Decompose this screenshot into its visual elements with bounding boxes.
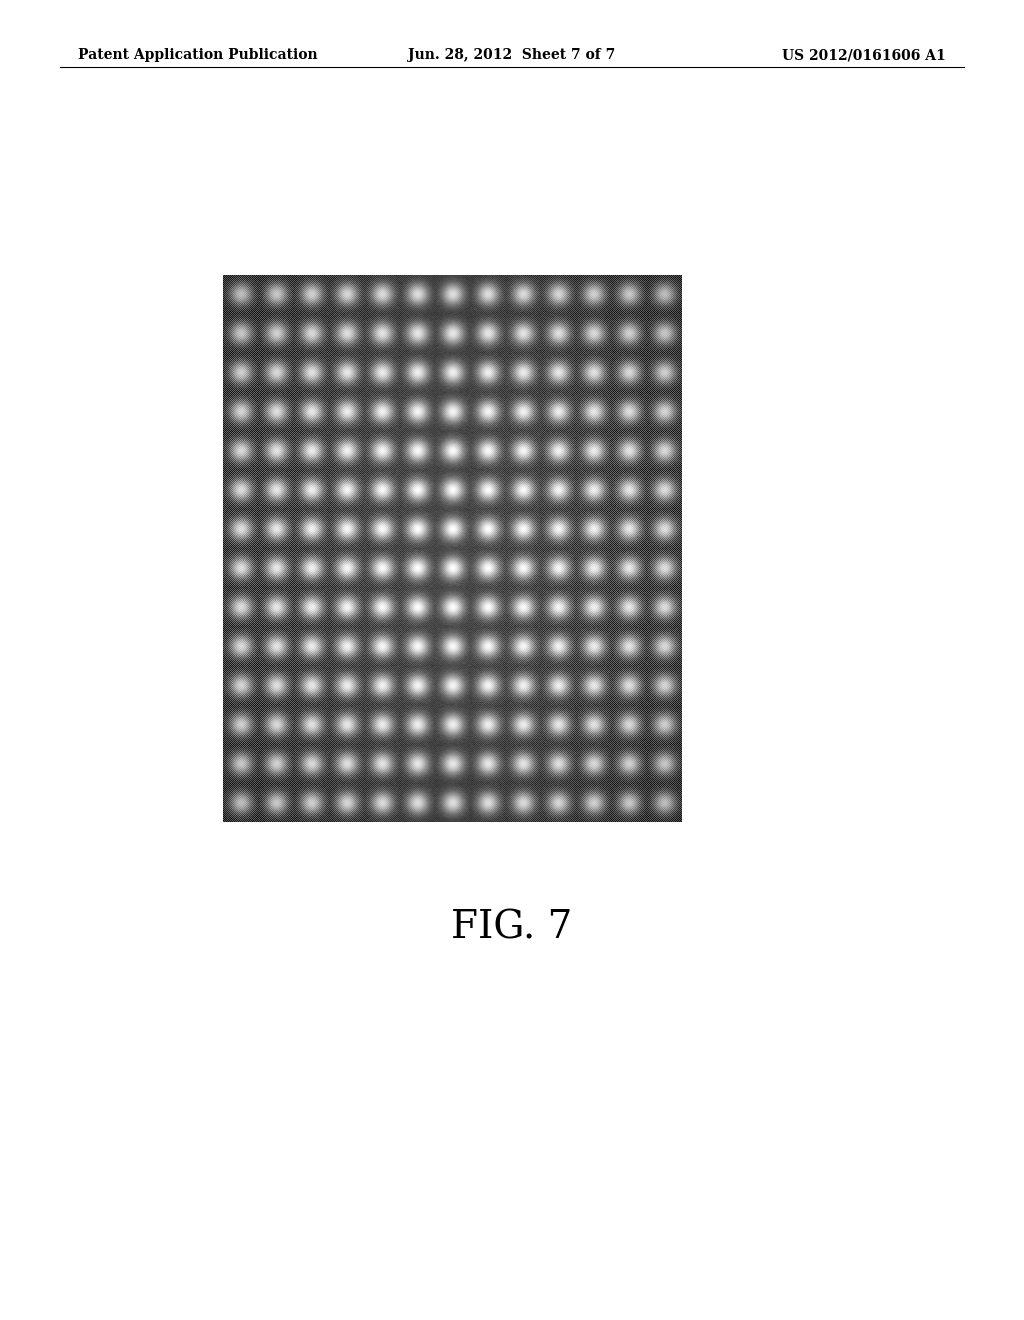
Text: Patent Application Publication: Patent Application Publication xyxy=(78,49,317,62)
Text: FIG. 7: FIG. 7 xyxy=(452,909,572,946)
Text: Jun. 28, 2012  Sheet 7 of 7: Jun. 28, 2012 Sheet 7 of 7 xyxy=(409,49,615,62)
Text: US 2012/0161606 A1: US 2012/0161606 A1 xyxy=(782,49,946,62)
